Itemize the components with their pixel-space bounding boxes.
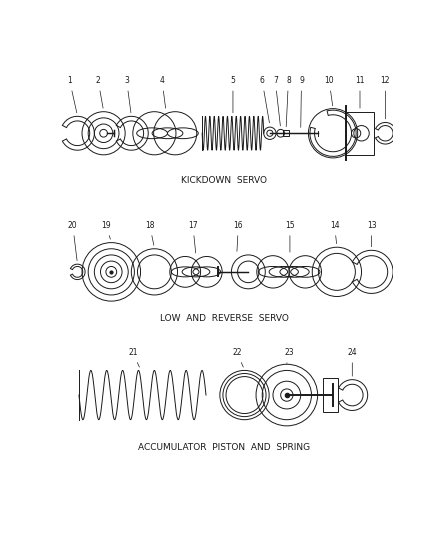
Text: 13: 13: [367, 221, 376, 247]
Text: 5: 5: [230, 76, 235, 113]
Text: 24: 24: [347, 348, 357, 376]
Text: 23: 23: [284, 348, 294, 364]
Text: 12: 12: [381, 76, 390, 119]
Text: 1: 1: [67, 76, 77, 113]
Text: KICKDOWN  SERVO: KICKDOWN SERVO: [181, 175, 268, 184]
Text: 19: 19: [101, 221, 111, 239]
Bar: [346, 112, 374, 155]
Text: 10: 10: [325, 76, 334, 106]
Text: LOW  AND  REVERSE  SERVO: LOW AND REVERSE SERVO: [160, 314, 289, 323]
Text: 2: 2: [96, 76, 103, 108]
Text: 21: 21: [128, 348, 139, 367]
Text: 17: 17: [188, 221, 198, 253]
Text: 20: 20: [68, 221, 78, 261]
Text: 18: 18: [145, 221, 155, 245]
Text: 11: 11: [355, 76, 365, 108]
Text: 7: 7: [273, 76, 280, 126]
Bar: [283, 130, 289, 136]
Text: 8: 8: [286, 76, 291, 127]
Text: 9: 9: [299, 76, 304, 127]
Text: 16: 16: [233, 221, 243, 252]
Text: 22: 22: [232, 348, 244, 367]
Bar: [323, 378, 339, 412]
Text: 15: 15: [285, 221, 295, 252]
Text: ACCUMULATOR  PISTON  AND  SPRING: ACCUMULATOR PISTON AND SPRING: [138, 443, 311, 452]
Text: 3: 3: [124, 76, 131, 113]
Text: 6: 6: [260, 76, 269, 123]
Text: 14: 14: [330, 221, 339, 244]
Text: 4: 4: [160, 76, 166, 108]
